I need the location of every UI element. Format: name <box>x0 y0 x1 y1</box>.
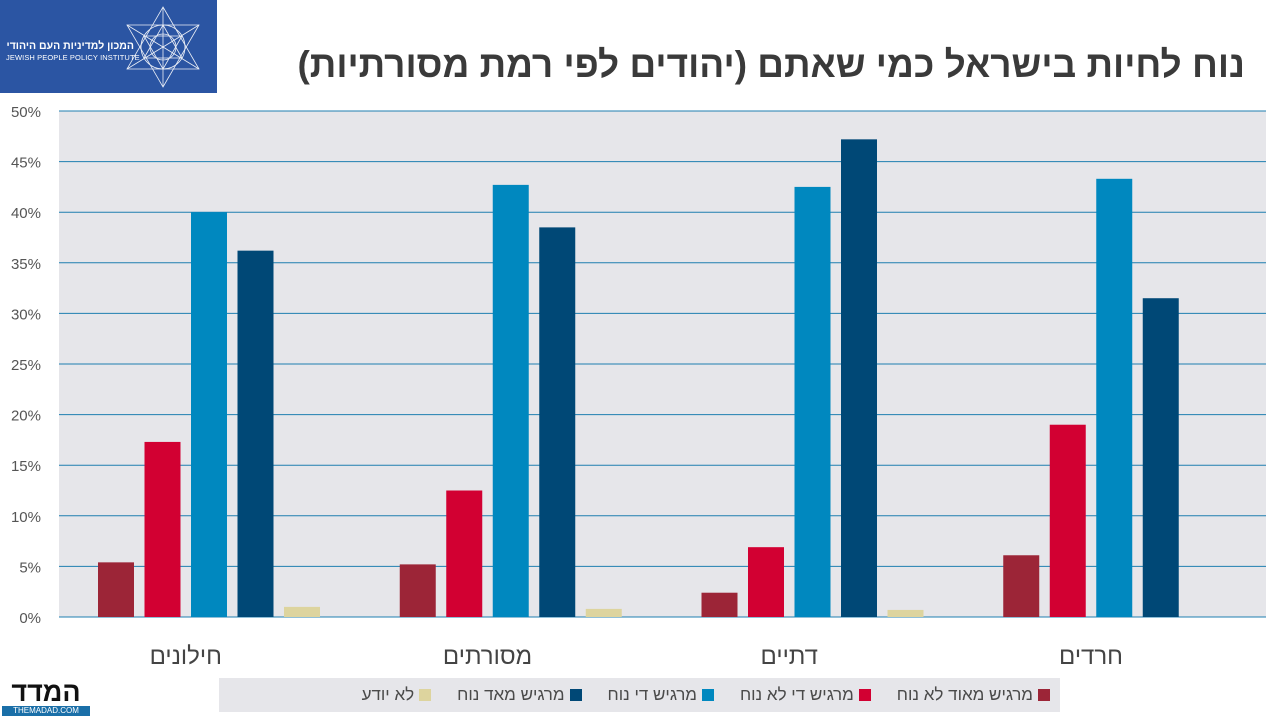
legend-label: לא יודע <box>361 685 415 704</box>
legend-item: מרגיש די לא נוח <box>740 685 871 705</box>
bar <box>237 250 274 617</box>
y-tick-label: 0% <box>19 610 41 627</box>
y-tick-label: 45% <box>11 155 41 172</box>
bar <box>98 562 134 617</box>
bar <box>191 212 227 617</box>
y-tick-label: 35% <box>11 256 41 273</box>
legend-label: מרגיש די נוח <box>607 685 697 704</box>
legend-label: מרגיש מאוד לא נוח <box>896 685 1033 704</box>
y-tick-label: 50% <box>11 104 41 121</box>
bar <box>1049 424 1086 617</box>
bar <box>399 564 436 617</box>
y-tick-label: 15% <box>11 458 41 475</box>
bar <box>492 184 529 617</box>
bar <box>284 606 320 617</box>
madad-logo-url: THEMADAD.COM <box>2 706 90 716</box>
legend-swatch <box>1038 689 1050 701</box>
madad-logo-hebrew: המדד <box>11 677 81 707</box>
legend-swatch <box>701 689 714 701</box>
legend-item: מרגיש מאוד לא נוח <box>897 685 1050 705</box>
legend-list: מרגיש מאוד לא נוח מרגיש די לא נוח מרגיש די… <box>362 678 1050 712</box>
legend-label: מרגיש מאד נוח <box>457 685 565 704</box>
bar <box>144 441 181 617</box>
legend: מרגיש מאוד לא נוח מרגיש די לא נוח מרגיש די… <box>219 678 1060 712</box>
bar <box>446 490 483 617</box>
jppi-logo: המכון למדיניות העם היהודי JEWISH PEOPLE … <box>0 0 217 93</box>
madad-logo: המדד THEMADAD.COM <box>2 676 90 718</box>
legend-label: מרגיש די לא נוח <box>739 685 854 704</box>
y-tick-label: 30% <box>11 306 41 323</box>
y-tick-label: 5% <box>19 559 41 576</box>
legend-item: מרגיש מאד נוח <box>457 685 582 705</box>
bar <box>701 592 738 617</box>
legend-swatch <box>419 689 432 701</box>
bar <box>841 139 877 617</box>
star-of-david-icon <box>126 6 200 88</box>
legend-item: מרגיש די נוח <box>608 685 714 705</box>
bar <box>794 186 831 617</box>
legend-swatch <box>569 689 582 701</box>
bar <box>1096 178 1133 617</box>
category-label: חילונים <box>150 643 222 670</box>
bar <box>748 547 784 617</box>
category-label: מסורתים <box>443 643 532 670</box>
chart-title: נוח לחיות בישראל כמי שאתם (יהודים לפי רמ… <box>297 44 1245 85</box>
category-label: דתיים <box>761 643 818 670</box>
category-label: חרדים <box>1059 643 1123 670</box>
y-tick-label: 25% <box>11 357 41 374</box>
bar <box>1003 555 1040 617</box>
logo-hebrew-name: המכון למדיניות העם היהודי <box>6 40 134 52</box>
bar <box>887 609 924 617</box>
y-tick-label: 40% <box>11 205 41 222</box>
bar <box>539 227 576 617</box>
legend-item: לא יודע <box>362 685 432 705</box>
logo-english-name: JEWISH PEOPLE POLICY INSTITUTE <box>6 53 140 62</box>
bar <box>585 608 622 617</box>
y-tick-label: 10% <box>11 509 41 526</box>
bar <box>1142 298 1179 617</box>
y-tick-label: 20% <box>11 408 41 425</box>
legend-swatch <box>858 689 871 701</box>
